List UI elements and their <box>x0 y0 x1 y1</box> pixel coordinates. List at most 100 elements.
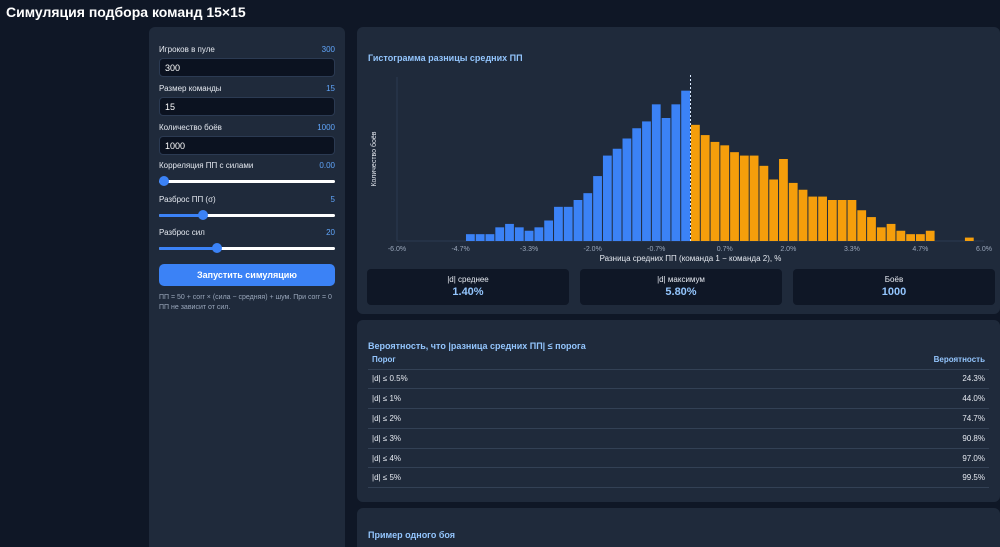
histogram-bar <box>602 155 612 241</box>
pp-spread-field: Разброс ПП (σ) 5 <box>159 195 335 220</box>
histogram-bar <box>573 200 583 241</box>
battles-input[interactable] <box>159 136 335 155</box>
stat-max: |d| максимум 5.80% <box>580 269 782 305</box>
histogram-bar <box>485 234 495 241</box>
correlation-slider[interactable] <box>159 176 335 186</box>
histogram-bar <box>642 121 651 241</box>
x-axis-label: Разница средних ПП (команда 1 − команда … <box>600 254 782 263</box>
stat-mean-value: 1.40% <box>452 286 484 298</box>
histogram-chart: -6.0% -4.7% -3.3% -2.0% -0.7% 0.7% 2.0% 3.3% 4.7… <box>370 75 992 263</box>
team-size-input[interactable] <box>159 97 335 116</box>
power-spread-label: Разброс сил <box>159 228 205 237</box>
table-row: |d| ≤ 4% 97.0% <box>368 448 989 469</box>
histogram-bar <box>622 138 632 241</box>
histogram-bar <box>465 234 475 241</box>
x-tick-label: -0.7% <box>647 246 665 253</box>
pp-spread-value: 5 <box>330 195 335 204</box>
team-size-label: Размер команды <box>159 84 222 93</box>
histogram-bar <box>896 230 906 241</box>
probability-header-row: Порог Вероятность <box>368 350 989 370</box>
pool-value: 300 <box>321 45 335 54</box>
stat-max-value: 5.80% <box>665 286 697 298</box>
y-axis-label: Количество боёв <box>370 131 378 186</box>
threshold-cell: |d| ≤ 5% <box>368 467 632 489</box>
histogram-bar <box>818 196 827 241</box>
probability-cell: 44.0% <box>631 388 989 410</box>
app-title: Симуляция подбора команд 15×15 <box>6 4 246 20</box>
power-spread-slider[interactable] <box>159 243 335 253</box>
histogram-bar <box>720 145 730 241</box>
histogram-bar <box>505 223 514 241</box>
histogram-bar <box>475 234 485 241</box>
stat-max-label: |d| максимум <box>657 275 705 284</box>
x-tick-label: -3.3% <box>520 246 538 253</box>
histogram-bar <box>779 159 788 241</box>
battles-value: 1000 <box>317 123 335 132</box>
histogram-bar <box>925 230 935 241</box>
x-tick-label: -2.0% <box>584 246 602 253</box>
threshold-header: Порог <box>368 350 632 370</box>
settings-panel: Игроков в пуле 300 Размер команды 15 Кол… <box>149 27 345 547</box>
threshold-cell: |d| ≤ 2% <box>368 408 632 429</box>
correlation-slider-thumb[interactable] <box>159 176 169 186</box>
stat-mean-label: |d| среднее <box>447 275 489 284</box>
probability-card: Вероятность, что |разница средних ПП| ≤ … <box>357 320 1000 502</box>
x-tick-label: 0.7% <box>717 246 733 253</box>
histogram-bar <box>612 148 622 241</box>
histogram-bar <box>514 227 524 241</box>
power-spread-slider-thumb[interactable] <box>212 243 223 253</box>
battles-label: Количество боёв <box>159 123 222 132</box>
correlation-field: Корреляция ПП с силами 0.00 <box>159 161 335 186</box>
probability-cell: 24.3% <box>631 369 989 390</box>
x-tick-label: 2.0% <box>780 246 796 253</box>
team-size-value: 15 <box>326 84 335 93</box>
histogram-bar <box>808 196 818 241</box>
probability-cell: 74.7% <box>631 408 989 429</box>
histogram-bar <box>681 90 690 241</box>
histogram-bar <box>495 227 505 241</box>
threshold-cell: |d| ≤ 3% <box>368 428 632 449</box>
table-row: |d| ≤ 5% 99.5% <box>368 467 989 489</box>
histogram-bar <box>788 182 798 241</box>
x-tick-label: -4.7% <box>451 246 469 253</box>
probability-header: Вероятность <box>631 350 989 370</box>
pool-input[interactable] <box>159 58 335 77</box>
pp-spread-label: Разброс ПП (σ) <box>159 195 216 204</box>
histogram-bar <box>837 200 847 241</box>
histogram-bar <box>544 220 554 241</box>
probability-cell: 90.8% <box>631 428 989 449</box>
x-tick-label: 6.0% <box>976 246 992 253</box>
threshold-cell: |d| ≤ 1% <box>368 388 632 410</box>
probability-cell: 97.0% <box>631 448 989 469</box>
histogram-bar <box>798 189 808 241</box>
histogram-bar <box>964 237 974 241</box>
pp-spread-slider-thumb[interactable] <box>198 210 208 220</box>
histogram-bar <box>700 135 710 241</box>
histogram-bar <box>730 152 739 241</box>
histogram-bar <box>563 206 573 241</box>
pool-field: Игроков в пуле 300 <box>159 45 335 77</box>
histogram-bar <box>593 176 602 241</box>
correlation-value: 0.00 <box>319 161 335 170</box>
threshold-cell: |d| ≤ 4% <box>368 448 632 469</box>
stat-mean: |d| среднее 1.40% <box>367 269 569 305</box>
stat-battles-value: 1000 <box>881 286 907 298</box>
histogram-bar <box>847 200 857 241</box>
power-spread-field: Разброс сил 20 <box>159 228 335 253</box>
histogram-bar <box>583 193 593 241</box>
power-spread-value: 20 <box>326 228 335 237</box>
table-row: |d| ≤ 0.5% 24.3% <box>368 369 989 390</box>
histogram-bar <box>554 206 563 241</box>
histogram-bar <box>534 227 544 241</box>
histogram-bar <box>827 200 837 241</box>
histogram-title: Гистограмма разницы средних ПП <box>368 53 523 63</box>
histogram-bar <box>749 155 759 241</box>
threshold-cell: |d| ≤ 0.5% <box>368 369 632 390</box>
histogram-bar <box>769 179 779 241</box>
pool-label: Игроков в пуле <box>159 45 215 54</box>
run-simulation-button[interactable]: Запустить симуляцию <box>159 264 335 286</box>
table-row: |d| ≤ 3% 90.8% <box>368 428 989 449</box>
battles-field: Количество боёв 1000 <box>159 123 335 155</box>
pp-spread-slider[interactable] <box>159 210 335 220</box>
histogram-bar <box>739 155 749 241</box>
